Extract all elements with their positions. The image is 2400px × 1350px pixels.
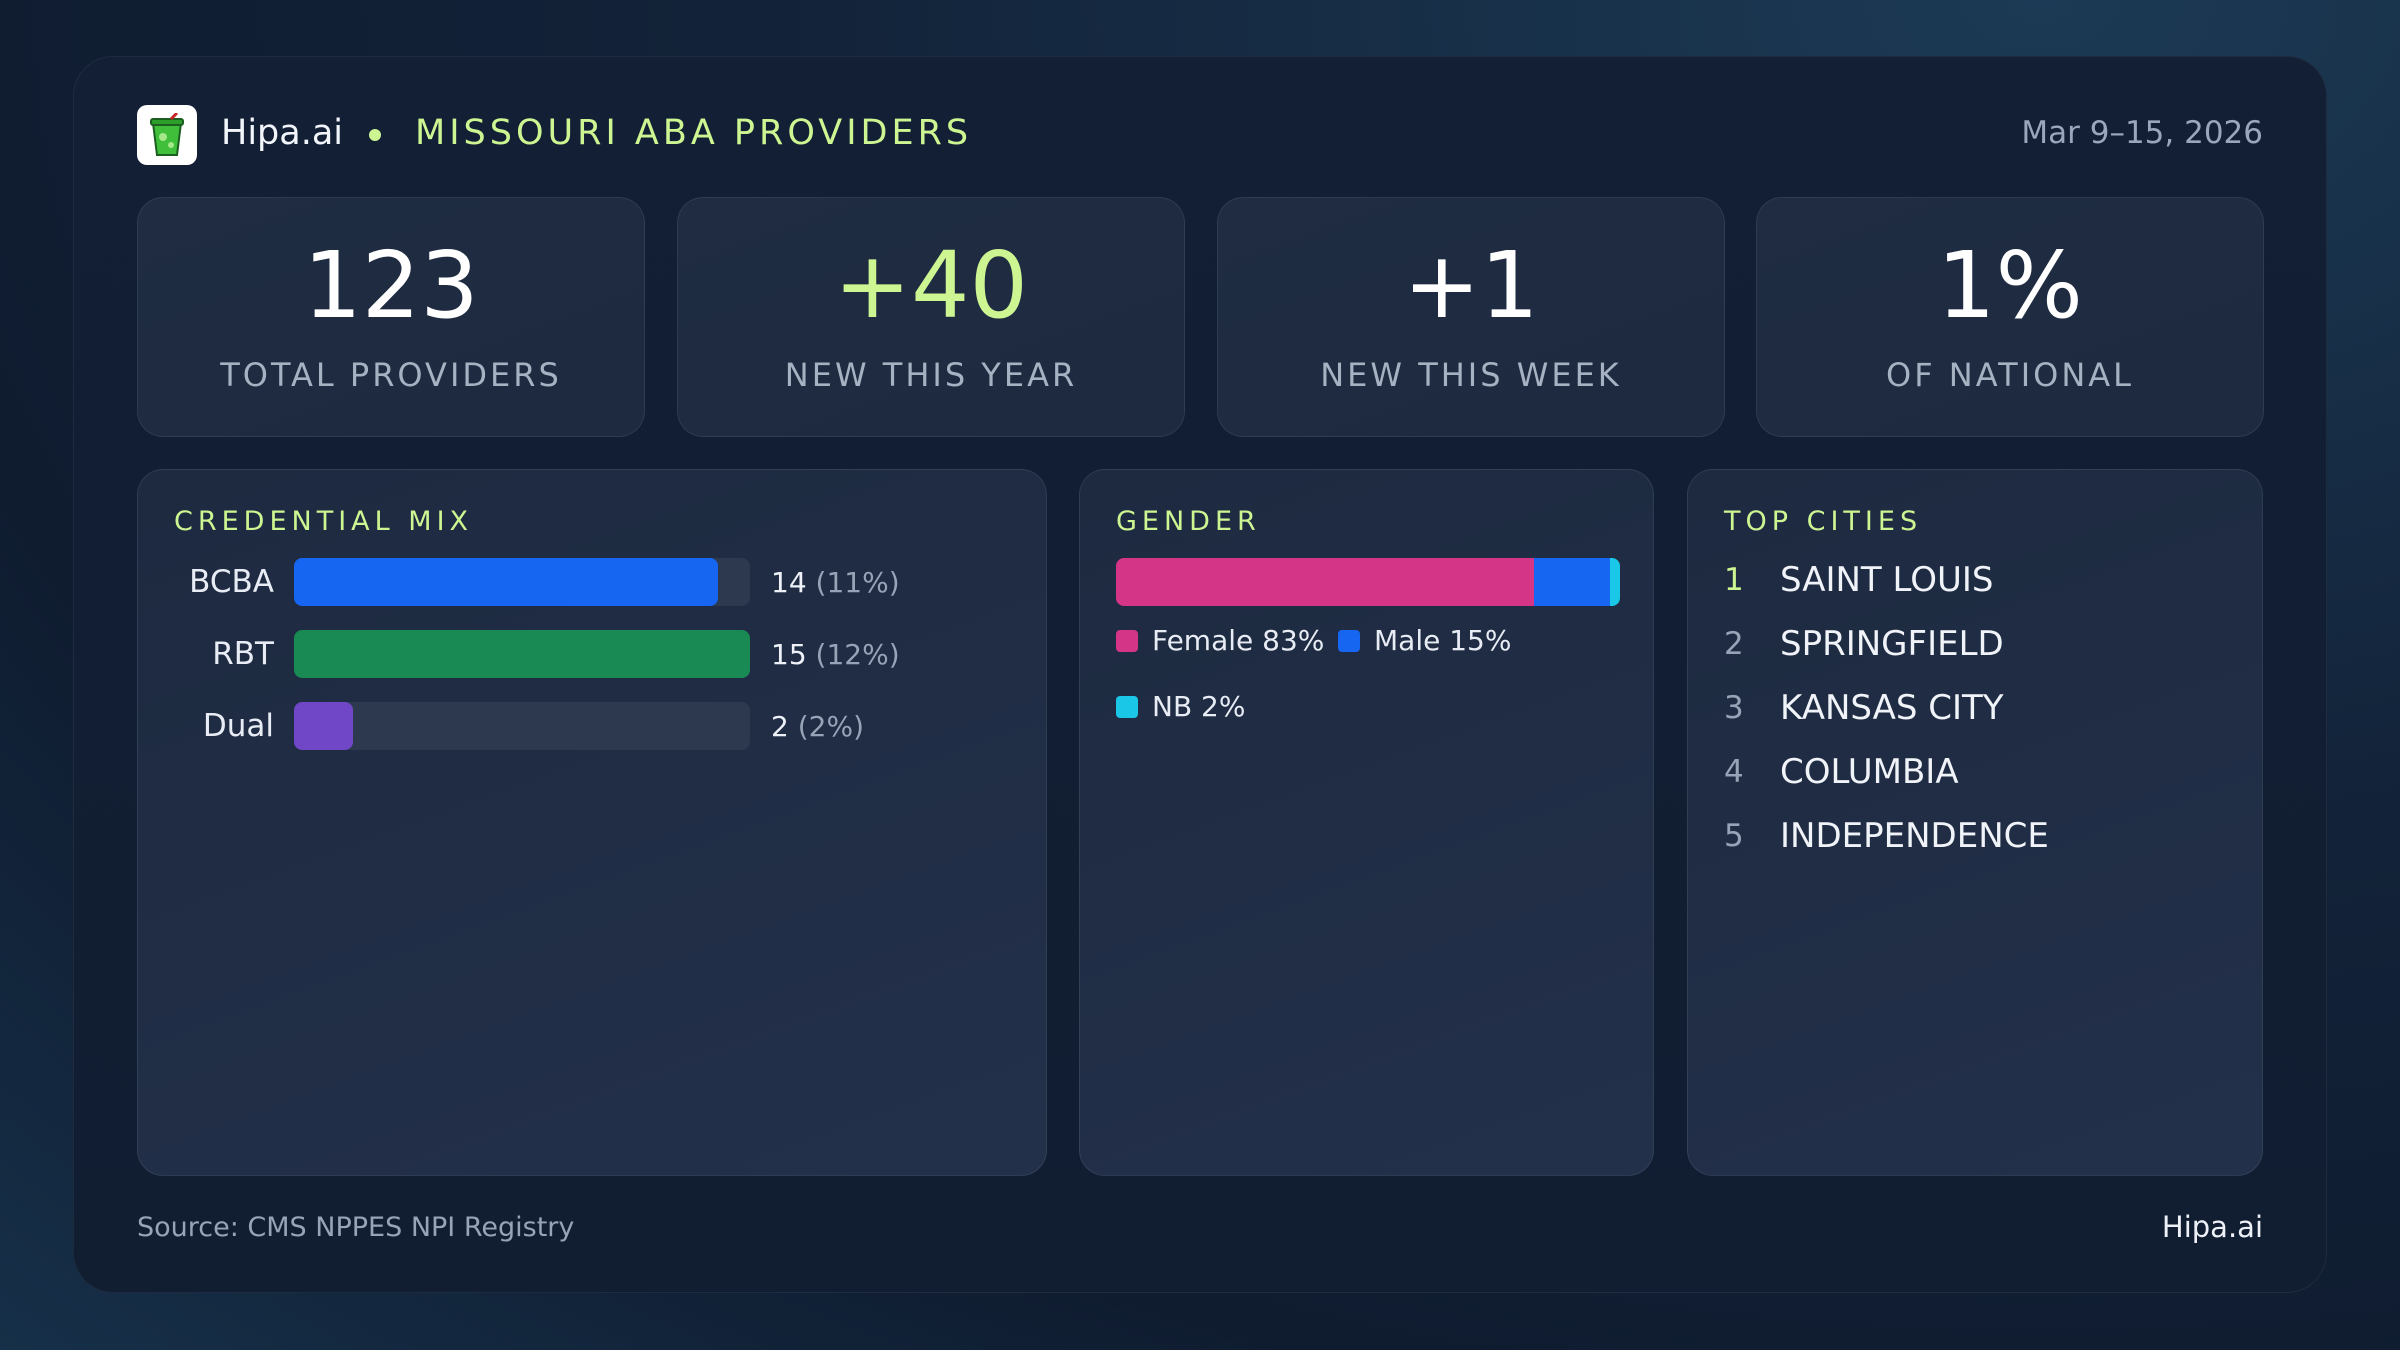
credential-count: 15 [771, 638, 807, 671]
city-row: 4 COLUMBIA [1724, 752, 2224, 796]
footer-brand: Hipa.ai [2161, 1210, 2263, 1244]
legend-swatch [1338, 630, 1360, 652]
stat-value: 123 [303, 232, 479, 339]
credential-value: 15 (12%) [771, 638, 900, 671]
drink-cup-icon [150, 113, 184, 156]
city-rank: 1 [1724, 562, 1744, 598]
city-rank: 2 [1724, 626, 1744, 662]
credential-label: RBT [212, 636, 274, 672]
stat-value: +40 [833, 232, 1029, 339]
credential-bar-fill [294, 630, 750, 678]
credential-label: Dual [202, 708, 274, 744]
stat-card-total-providers: 123 TOTAL PROVIDERS [137, 197, 645, 437]
stat-card-new-this-year: +40 NEW THIS YEAR [677, 197, 1185, 437]
legend-label: Female 83% [1152, 624, 1325, 657]
credential-percent: (11%) [815, 566, 900, 599]
gender-panel: GENDER Female 83% Male 15% NB 2% [1079, 469, 1654, 1176]
credential-mix-panel: CREDENTIAL MIX BCBA 14 (11%) RBT 15 (12%… [137, 469, 1047, 1176]
logo [137, 105, 197, 165]
panel-title: TOP CITIES [1724, 506, 1923, 537]
credential-count: 2 [771, 710, 789, 743]
credential-value: 14 (11%) [771, 566, 900, 599]
credential-percent: (2%) [797, 710, 865, 743]
stat-card-of-national: 1% OF NATIONAL [1756, 197, 2264, 437]
credential-bar-track [294, 702, 750, 750]
credential-row-dual: Dual 2 (2%) [138, 702, 1046, 752]
stat-value: +1 [1403, 232, 1539, 339]
credential-label: BCBA [189, 564, 274, 600]
stat-card-new-this-week: +1 NEW THIS WEEK [1217, 197, 1725, 437]
credential-count: 14 [771, 566, 807, 599]
page-title: MISSOURI ABA PROVIDERS [415, 113, 973, 153]
legend-label: Male 15% [1374, 624, 1512, 657]
city-row: 5 INDEPENDENCE [1724, 816, 2224, 860]
panel-title: GENDER [1116, 506, 1261, 537]
legend-swatch [1116, 630, 1138, 652]
gender-segment-female [1116, 558, 1535, 606]
city-rank: 5 [1724, 818, 1744, 854]
city-row: 1 SAINT LOUIS [1724, 560, 2224, 604]
city-name: SPRINGFIELD [1780, 624, 2004, 664]
legend-label: NB 2% [1152, 690, 1246, 723]
stat-label: NEW THIS WEEK [1320, 356, 1622, 394]
city-name: KANSAS CITY [1780, 688, 2004, 728]
gender-segment-male [1534, 558, 1610, 606]
credential-bar-fill [294, 702, 354, 750]
credential-bar-track [294, 558, 750, 606]
gender-segment-nb [1609, 558, 1620, 606]
separator-dot [369, 129, 381, 141]
city-name: INDEPENDENCE [1780, 816, 2049, 856]
credential-row-bcba: BCBA 14 (11%) [138, 558, 1046, 608]
stat-label: NEW THIS YEAR [784, 356, 1078, 394]
credential-bar-fill [294, 558, 719, 606]
credential-bar-track [294, 630, 750, 678]
city-row: 2 SPRINGFIELD [1724, 624, 2224, 668]
city-name: SAINT LOUIS [1780, 560, 1994, 600]
city-name: COLUMBIA [1780, 752, 1959, 792]
brand-name: Hipa.ai [221, 113, 344, 153]
credential-percent: (12%) [815, 638, 900, 671]
gender-stacked-bar [1116, 558, 1620, 606]
date-range: Mar 9–15, 2026 [2021, 115, 2263, 151]
city-row: 3 KANSAS CITY [1724, 688, 2224, 732]
stat-value: 1% [1937, 232, 2083, 339]
legend-swatch [1116, 696, 1138, 718]
city-rank: 4 [1724, 754, 1744, 790]
top-cities-panel: TOP CITIES 1 SAINT LOUIS 2 SPRINGFIELD 3… [1687, 469, 2263, 1176]
stat-label: OF NATIONAL [1886, 356, 2134, 394]
credential-row-rbt: RBT 15 (12%) [138, 630, 1046, 680]
city-rank: 3 [1724, 690, 1744, 726]
source-note: Source: CMS NPPES NPI Registry [137, 1212, 575, 1243]
header: Hipa.ai MISSOURI ABA PROVIDERS Mar 9–15,… [137, 105, 2263, 165]
credential-value: 2 (2%) [771, 710, 864, 743]
stat-label: TOTAL PROVIDERS [220, 356, 562, 394]
panel-title: CREDENTIAL MIX [174, 506, 474, 537]
